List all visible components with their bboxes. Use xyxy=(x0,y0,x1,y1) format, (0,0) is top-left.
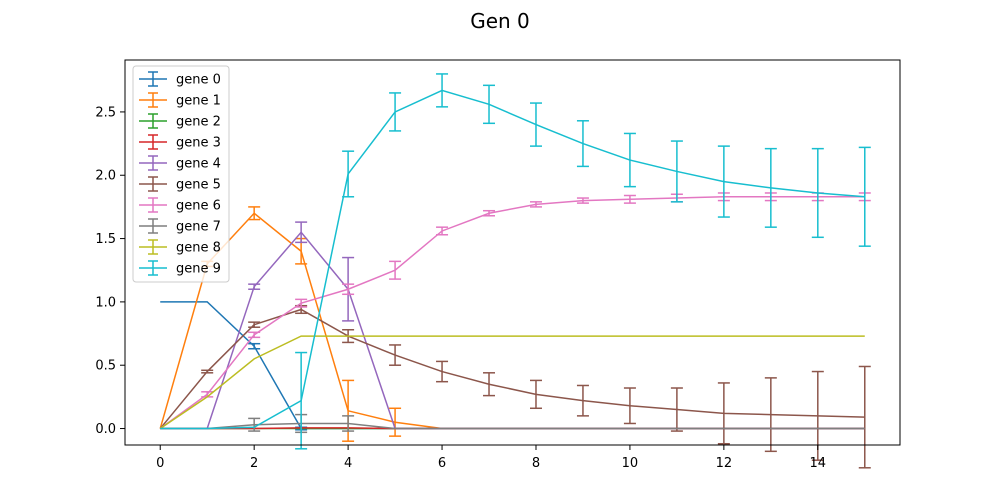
x-tick-label: 10 xyxy=(622,456,639,471)
series-8 xyxy=(159,335,865,430)
legend-label: gene 9 xyxy=(176,262,221,277)
series-line xyxy=(159,335,865,430)
x-tick-label: 4 xyxy=(344,456,352,471)
legend-entry: gene 2 xyxy=(139,113,221,130)
legend-handle xyxy=(139,197,167,213)
legend-box xyxy=(132,65,230,283)
series-7 xyxy=(160,413,865,434)
legend-label: gene 7 xyxy=(176,220,221,235)
legend-label: gene 8 xyxy=(176,241,221,256)
series-6 xyxy=(159,192,871,430)
plot-frame xyxy=(124,59,901,446)
series-5 xyxy=(159,304,871,469)
legend-entry: gene 0 xyxy=(139,71,221,88)
legend-handle xyxy=(139,155,167,171)
series-line xyxy=(159,196,865,430)
series-4 xyxy=(160,221,865,430)
legend-entry: gene 7 xyxy=(139,218,221,235)
legend-handle xyxy=(139,71,167,87)
legend-label: gene 0 xyxy=(176,73,221,88)
legend-label: gene 4 xyxy=(176,157,221,172)
legend-handle xyxy=(139,260,167,276)
plot-area xyxy=(159,73,871,469)
series-line xyxy=(159,308,865,430)
legend-handle xyxy=(139,92,167,108)
series-9 xyxy=(160,73,871,450)
chart-title: Gen 0 xyxy=(470,9,530,33)
series-line xyxy=(160,231,865,430)
y-tick-label: 1.0 xyxy=(95,295,116,310)
legend-handle xyxy=(139,218,167,234)
series-line xyxy=(160,422,865,430)
error-bar xyxy=(858,365,871,469)
y-tick-label: 2.5 xyxy=(95,105,116,120)
legend-entry: gene 3 xyxy=(139,134,221,151)
legend-handle xyxy=(139,239,167,255)
legend-entry: gene 9 xyxy=(139,260,221,277)
x-tick-label: 6 xyxy=(438,456,446,471)
legend-label: gene 3 xyxy=(176,136,221,151)
legend-label: gene 2 xyxy=(176,115,221,130)
y-tick-label: 1.5 xyxy=(95,232,116,247)
x-tick-label: 14 xyxy=(810,456,827,471)
error-bar xyxy=(858,146,871,247)
legend-entry: gene 6 xyxy=(139,197,221,214)
legend-label: gene 1 xyxy=(176,94,221,109)
legend-handle xyxy=(139,134,167,150)
axis-ticks: 0 2 4 6 8 10 12 14 0.0 0.5 1.0 1.5 2.0 2.5 xyxy=(95,105,826,471)
series-line xyxy=(160,89,865,430)
x-tick-label: 0 xyxy=(156,456,164,471)
x-tick-label: 12 xyxy=(716,456,733,471)
y-tick-label: 0.5 xyxy=(95,359,116,374)
legend-handle xyxy=(139,176,167,192)
x-tick-label: 2 xyxy=(250,456,258,471)
x-tick-label: 8 xyxy=(532,456,540,471)
legend: gene 0 gene 1 gene 2 gene 3 gene 4 gene 5 gene… xyxy=(132,65,230,283)
legend-label: gene 6 xyxy=(176,199,221,214)
legend-handle xyxy=(139,113,167,129)
legend-entry: gene 5 xyxy=(139,176,221,193)
legend-entry: gene 8 xyxy=(139,239,221,256)
legend-entry: gene 4 xyxy=(139,155,221,172)
legend-label: gene 5 xyxy=(176,178,221,193)
series-1 xyxy=(159,206,865,442)
legend-entry: gene 1 xyxy=(139,92,221,109)
y-tick-label: 0.0 xyxy=(95,422,116,437)
y-tick-label: 2.0 xyxy=(95,169,116,184)
